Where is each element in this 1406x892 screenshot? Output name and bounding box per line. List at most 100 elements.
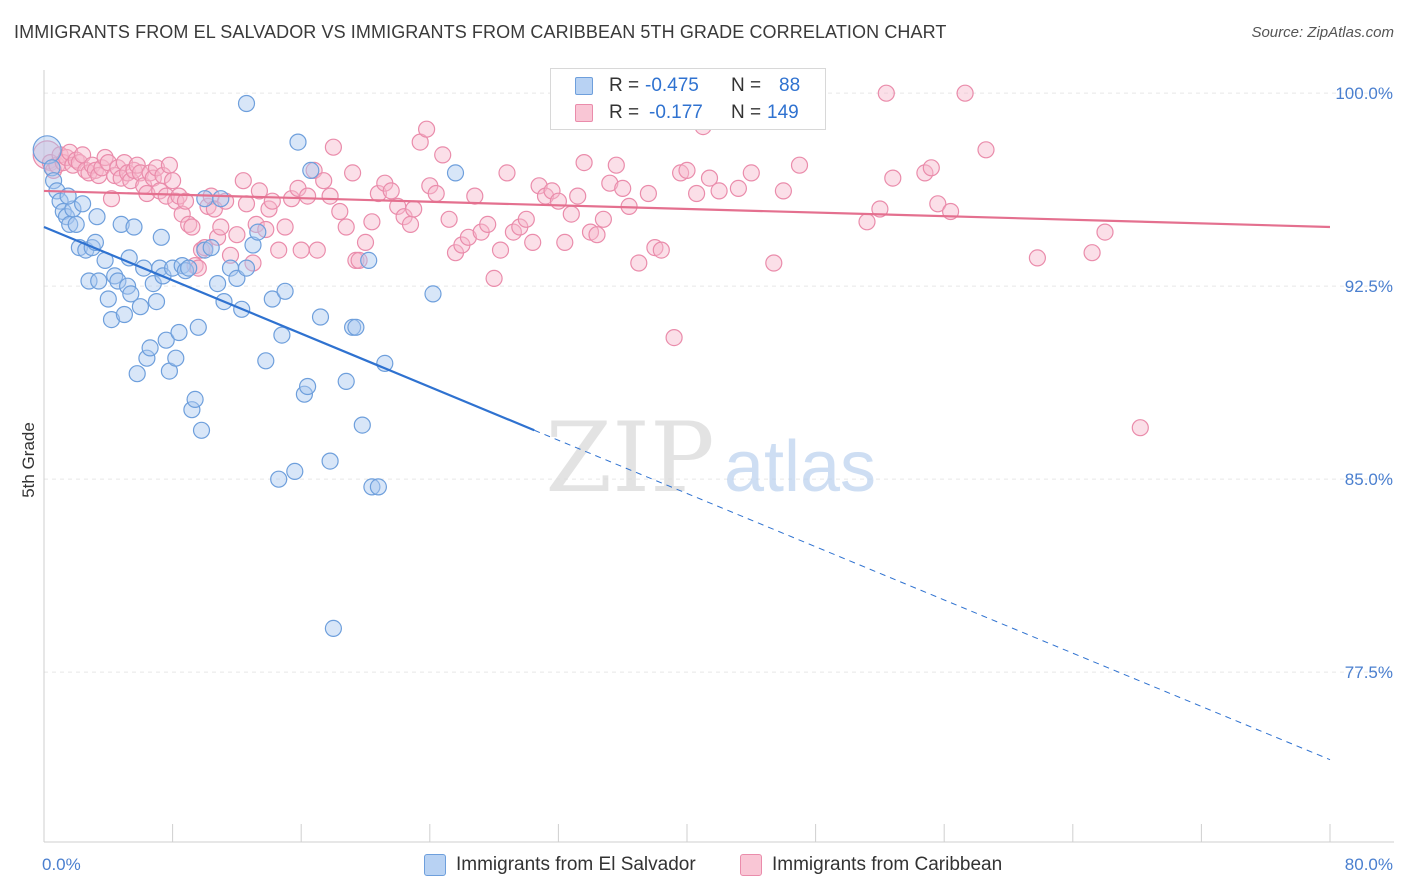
caribbean-point bbox=[601, 174, 619, 192]
caribbean-point bbox=[479, 215, 497, 233]
caribbean-point bbox=[639, 184, 658, 203]
caribbean-swatch bbox=[575, 104, 593, 122]
el-salvador-point bbox=[324, 619, 342, 638]
el-salvador-point bbox=[167, 349, 185, 367]
caribbean-point bbox=[157, 187, 175, 205]
caribbean-point bbox=[665, 329, 683, 347]
caribbean-point bbox=[594, 210, 613, 228]
el-salvador-point bbox=[88, 208, 106, 226]
el-salvador-legend-swatch bbox=[424, 854, 446, 876]
caribbean-point bbox=[418, 120, 436, 138]
el-salvador-point bbox=[189, 318, 207, 336]
legend-r-label: R = bbox=[609, 102, 640, 123]
caribbean-point bbox=[517, 210, 535, 228]
caribbean-point bbox=[630, 254, 648, 272]
el-salvador-point bbox=[106, 267, 124, 285]
el-salvador-point bbox=[131, 298, 149, 316]
el-salvador-point bbox=[369, 478, 387, 496]
caribbean-point bbox=[405, 200, 423, 218]
el-salvador-point bbox=[122, 285, 140, 303]
caribbean-point bbox=[466, 187, 484, 205]
caribbean-point bbox=[588, 226, 606, 244]
el-salvador-point bbox=[80, 272, 98, 290]
y-axis-label: 5th Grade bbox=[19, 422, 38, 498]
caribbean-point bbox=[729, 179, 748, 197]
caribbean-points bbox=[32, 84, 1149, 437]
caribbean-point bbox=[459, 228, 477, 246]
caribbean-point bbox=[1028, 249, 1047, 267]
caribbean-point bbox=[276, 218, 294, 236]
legend-n-label: N = bbox=[731, 75, 762, 96]
el-salvador-legend-label: Immigrants from El Salvador bbox=[456, 854, 696, 875]
el-salvador-point bbox=[276, 282, 294, 300]
caribbean-point bbox=[234, 172, 252, 190]
legend-n-label: N = bbox=[731, 102, 762, 123]
el-salvador-point bbox=[286, 462, 304, 480]
el-salvador-point bbox=[257, 352, 275, 370]
caribbean-point bbox=[154, 166, 172, 185]
caribbean-point bbox=[1096, 223, 1114, 241]
el-salvador-point bbox=[152, 228, 170, 246]
caribbean-point bbox=[96, 148, 114, 167]
caribbean-point bbox=[710, 182, 728, 200]
caribbean-point bbox=[292, 241, 310, 259]
caribbean-point bbox=[614, 179, 632, 197]
caribbean-point bbox=[607, 156, 625, 174]
el-salvador-point bbox=[180, 259, 198, 277]
el-salvador-point bbox=[363, 478, 381, 496]
watermark: ZIP atlas bbox=[545, 402, 876, 514]
x-tick-label-end: 80.0% bbox=[1345, 855, 1393, 874]
caribbean-point bbox=[212, 218, 230, 236]
caribbean-point bbox=[321, 187, 339, 205]
legend-r-label: R = bbox=[609, 75, 640, 96]
caribbean-legend-label: Immigrants from Caribbean bbox=[772, 854, 1003, 875]
caribbean-point bbox=[687, 184, 706, 203]
el-salvador-trend-line bbox=[43, 225, 535, 432]
el-salvador-point bbox=[112, 215, 130, 233]
el-salvador-point bbox=[263, 290, 281, 308]
el-salvador-point bbox=[353, 416, 371, 434]
caribbean-legend-swatch bbox=[740, 854, 762, 876]
caribbean-point bbox=[569, 187, 587, 205]
caribbean-point bbox=[877, 84, 895, 102]
caribbean-point bbox=[324, 138, 342, 156]
el-salvador-point bbox=[244, 236, 262, 254]
caribbean-point bbox=[922, 159, 940, 177]
el-salvador-point bbox=[125, 218, 143, 236]
caribbean-point bbox=[209, 228, 227, 246]
el-salvador-swatch bbox=[575, 77, 593, 95]
el-salvador-point bbox=[99, 290, 117, 308]
caribbean-point bbox=[956, 84, 974, 102]
caribbean-point bbox=[562, 205, 580, 223]
el-salvador-point bbox=[170, 323, 188, 342]
caribbean-point bbox=[427, 184, 445, 203]
el-salvador-point bbox=[446, 164, 465, 182]
caribbean-point bbox=[498, 164, 516, 182]
el-salvador-point bbox=[321, 452, 339, 470]
caribbean-point bbox=[350, 251, 368, 269]
y-tick-label-1: 92.5% bbox=[1345, 277, 1393, 296]
caribbean-point bbox=[678, 161, 696, 179]
el-salvador-point bbox=[147, 293, 166, 311]
caribbean-point bbox=[183, 218, 201, 236]
el-salvador-point bbox=[196, 190, 214, 208]
legend-n-value: 149 bbox=[767, 102, 799, 123]
el-salvador-point bbox=[67, 215, 85, 233]
el-salvador-point bbox=[73, 195, 92, 213]
el-salvador-point bbox=[109, 272, 127, 290]
el-salvador-point bbox=[249, 223, 267, 241]
caribbean-point bbox=[530, 177, 548, 195]
el-salvador-point bbox=[347, 318, 365, 336]
caribbean-point bbox=[871, 200, 889, 218]
caribbean-point bbox=[131, 164, 149, 182]
caribbean-point bbox=[742, 164, 760, 182]
caribbean-point bbox=[977, 141, 995, 159]
caribbean-point bbox=[308, 241, 326, 259]
caribbean-point bbox=[237, 195, 256, 213]
caribbean-point bbox=[858, 213, 876, 231]
el-salvador-point bbox=[102, 311, 121, 329]
caribbean-point bbox=[1131, 419, 1149, 437]
watermark-atlas-text: atlas bbox=[724, 427, 876, 507]
caribbean-point bbox=[491, 241, 510, 259]
